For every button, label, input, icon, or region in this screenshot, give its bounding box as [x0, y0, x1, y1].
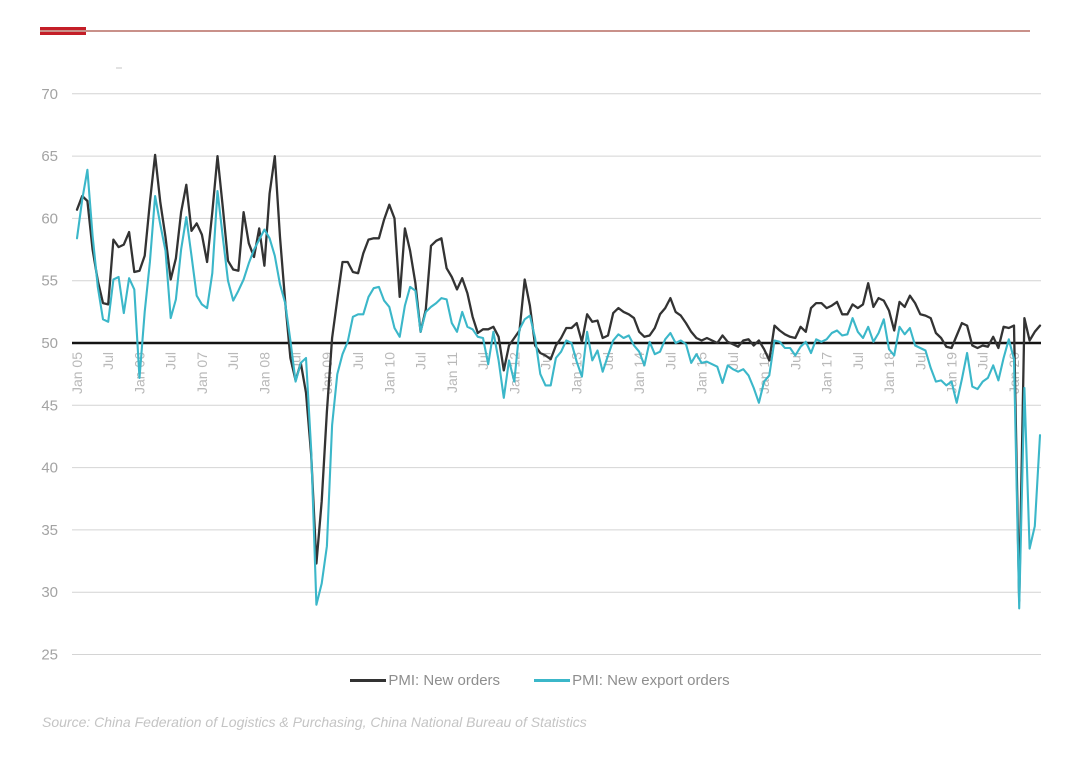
svg-text:Jan 05: Jan 05	[69, 352, 85, 394]
legend-label-new-orders: PMI: New orders	[388, 672, 501, 689]
svg-text:50: 50	[41, 335, 58, 352]
legend-swatch-new-export-orders-line	[534, 679, 571, 682]
svg-text:Jan 07: Jan 07	[194, 352, 210, 394]
legend-swatch-new-orders-line	[350, 679, 387, 682]
svg-text:70: 70	[41, 86, 58, 103]
svg-text:45: 45	[41, 397, 58, 414]
svg-text:Jul: Jul	[413, 352, 429, 370]
svg-text:Jan 13: Jan 13	[569, 352, 585, 394]
svg-text:Jul: Jul	[350, 352, 366, 370]
svg-text:Jan 08: Jan 08	[256, 352, 272, 394]
svg-text:30: 30	[41, 584, 58, 601]
svg-text:40: 40	[41, 460, 58, 477]
svg-text:Jan 14: Jan 14	[631, 352, 647, 394]
svg-text:Jan 18: Jan 18	[881, 352, 897, 394]
svg-text:Jul: Jul	[975, 352, 991, 370]
header-rule	[40, 30, 1030, 32]
svg-text:Jul: Jul	[225, 352, 241, 370]
svg-text:55: 55	[41, 273, 58, 290]
svg-text:Jan 11: Jan 11	[444, 352, 460, 393]
stray-mark	[116, 67, 122, 69]
source-note: Source: China Federation of Logistics & …	[42, 714, 587, 730]
legend: PMI: New orders PMI: New export orders	[0, 672, 1080, 689]
svg-text:Jan 09: Jan 09	[319, 352, 335, 394]
y-axis-labels: 70 65 60 55 50 45 40 35 30 25	[41, 86, 58, 664]
gridlines	[72, 93, 1041, 655]
svg-text:Jan 10: Jan 10	[381, 352, 397, 394]
svg-text:Jan 16: Jan 16	[756, 352, 772, 394]
svg-text:Jul: Jul	[537, 352, 553, 370]
svg-text:35: 35	[41, 522, 58, 539]
legend-item-new-export-orders: PMI: New export orders	[534, 672, 730, 689]
series-lines	[75, 153, 1042, 610]
svg-text:Jul: Jul	[850, 352, 866, 370]
x-axis-labels: Jan 05 Jul Jan 06 Jul Jan 07 Jul Jan 08 Jul Jan …	[69, 352, 1022, 394]
svg-text:Jul: Jul	[662, 352, 678, 370]
svg-text:Jul: Jul	[787, 352, 803, 370]
svg-text:60: 60	[41, 210, 58, 227]
svg-text:Jul: Jul	[163, 352, 179, 370]
svg-text:Jan 19: Jan 19	[944, 352, 960, 394]
legend-label-new-export-orders: PMI: New export orders	[572, 672, 730, 689]
svg-text:65: 65	[41, 148, 58, 165]
svg-text:25: 25	[41, 647, 58, 664]
svg-text:Jul: Jul	[100, 352, 116, 370]
svg-text:Jul: Jul	[912, 352, 928, 370]
svg-text:Jan 15: Jan 15	[694, 352, 710, 394]
legend-item-new-orders: PMI: New orders	[350, 672, 500, 689]
svg-text:Jan 17: Jan 17	[819, 352, 835, 394]
